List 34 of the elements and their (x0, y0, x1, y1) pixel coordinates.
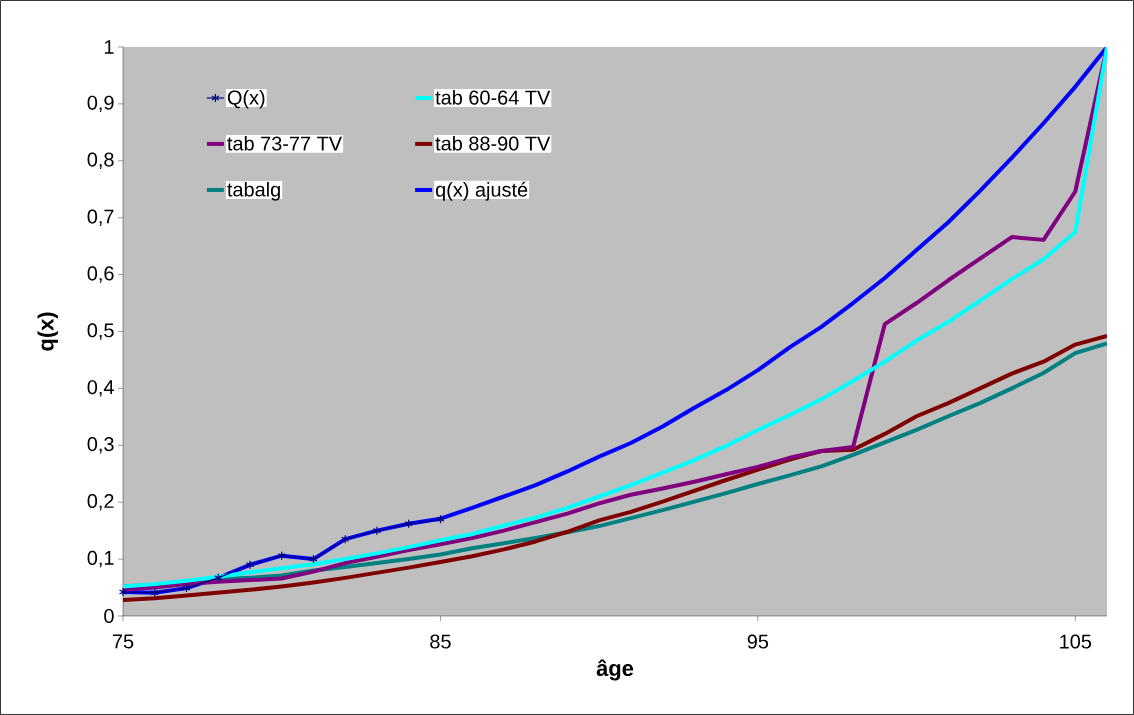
point (150, 588, 159, 598)
y-axis-title: q(x) (37, 312, 58, 351)
y-tick-label: 0,6 (87, 266, 114, 283)
point (245, 560, 255, 570)
legend-label: tab 73-77 TV (227, 135, 343, 151)
y-tick-label: 0,1 (87, 550, 114, 568)
legend-label: tabalg (227, 181, 280, 201)
legend-label: tab 60-64 TV (435, 90, 551, 105)
y-tick-label: 0,4 (87, 380, 114, 397)
y-tick-label: 0,7 (87, 209, 114, 226)
legend-label: tab 88-90 TV (435, 135, 551, 151)
point (372, 526, 382, 536)
point (118, 587, 128, 597)
x-tick-label: 75 (112, 634, 134, 649)
y-tick-label: 0,3 (87, 437, 114, 454)
legend-label: q(x) ajusté (435, 181, 528, 201)
point (309, 554, 318, 564)
y-tick-label: 1 (104, 40, 114, 54)
y-tick-label: 0,2 (87, 493, 114, 511)
y-tick-label: 0,5 (87, 323, 114, 340)
point (404, 519, 413, 529)
x-tick-label: 85 (430, 634, 451, 649)
x-axis-title: âge (596, 659, 634, 681)
x-tick-label: 95 (747, 634, 769, 649)
legend-label: Q(x) (227, 90, 265, 109)
point (277, 551, 286, 561)
point (182, 583, 191, 593)
y-tick-label: 0 (104, 608, 114, 624)
point (214, 573, 223, 583)
point (341, 534, 350, 544)
y-tick-label: 0,9 (87, 95, 114, 113)
x-tick-label: 105 (1060, 634, 1092, 649)
point (436, 514, 445, 524)
y-tick-label: 0,8 (87, 152, 114, 170)
